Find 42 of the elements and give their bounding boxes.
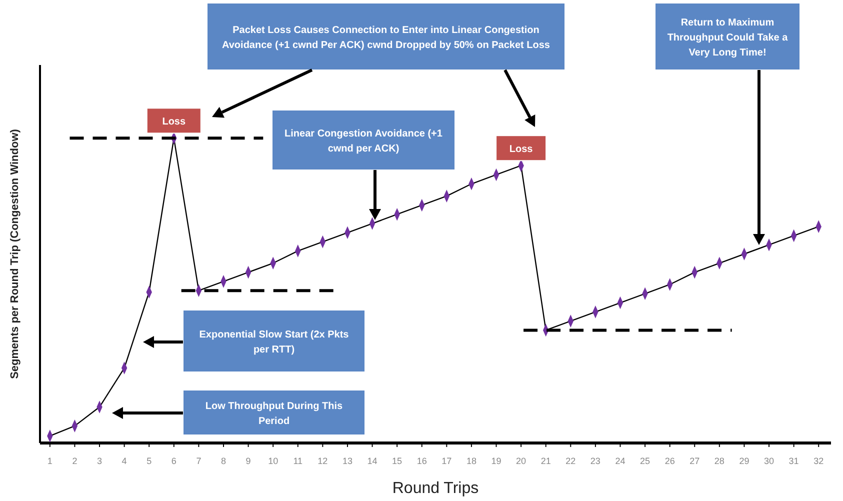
x-tick-label: 19: [491, 456, 502, 466]
x-tick-label: 9: [246, 456, 251, 466]
x-tick-label: 11: [293, 456, 303, 466]
x-axis-title: Round Trips: [392, 480, 479, 497]
x-tick-label: 31: [788, 456, 799, 466]
callout-box: Loss: [496, 135, 547, 162]
x-tick-label: 30: [764, 456, 774, 466]
x-tick-label: 14: [367, 456, 378, 466]
x-tick-label: 18: [466, 456, 476, 466]
x-tick-label: 6: [171, 456, 176, 466]
annotation: Exponential Slow Start (2x Pkts per RTT): [199, 330, 350, 356]
annotation: Low Throughput During This Period: [205, 401, 344, 427]
x-tick-label: 26: [664, 456, 675, 466]
x-tick-label: 28: [714, 456, 724, 466]
x-tick-label: 3: [97, 456, 102, 466]
y-axis-title: Segments per Round Trip (Congestion Window): [9, 128, 21, 379]
x-tick-label: 27: [690, 456, 700, 466]
x-tick-label: 32: [814, 456, 824, 466]
x-tick-label: 2: [72, 456, 78, 466]
x-tick-label: 21: [540, 456, 551, 466]
x-tick-label: 5: [146, 456, 152, 466]
x-tick-label: 4: [122, 456, 127, 466]
x-tick-label: 15: [392, 456, 402, 466]
annotation: Loss: [509, 144, 534, 156]
callout-box: Return to Maximum Throughput Could Take a Very Long Time!: [654, 2, 800, 245]
x-tick-label: 12: [318, 456, 328, 466]
callout-box: Loss: [146, 108, 202, 134]
x-tick-label: 20: [516, 456, 526, 466]
x-tick-label: 16: [416, 456, 427, 466]
x-tick-label: 22: [566, 456, 576, 466]
x-tick-label: 29: [739, 456, 750, 466]
x-tick-label: 23: [590, 456, 600, 466]
annotation: Linear Congestion Avoidance (+1 cwnd per ACK): [284, 128, 443, 154]
x-tick-label: 13: [342, 456, 352, 466]
x-tick-label: 24: [615, 456, 626, 466]
x-tick-label: 1: [47, 456, 52, 466]
x-tick-label: 10: [268, 456, 278, 466]
x-tick-label: 7: [196, 456, 202, 466]
annotation: Loss: [162, 116, 186, 128]
x-tick-label: 8: [220, 456, 226, 466]
x-tick-label: 17: [442, 456, 452, 466]
x-tick-label: 25: [640, 456, 650, 466]
